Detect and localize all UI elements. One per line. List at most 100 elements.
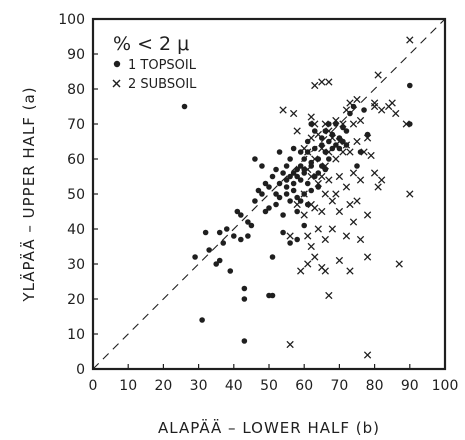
y-tick-label: 50 bbox=[67, 187, 85, 203]
topsoil-point bbox=[252, 198, 258, 204]
topsoil-point bbox=[326, 156, 332, 162]
subsoil-point bbox=[321, 235, 329, 244]
subsoil-point bbox=[363, 351, 372, 359]
subsoil-point bbox=[349, 120, 358, 128]
subsoil-point bbox=[325, 176, 333, 184]
topsoil-point bbox=[269, 292, 276, 299]
subsoil-point bbox=[353, 197, 361, 205]
x-axis-ticks: 0 10 20 30 40 50 60 70 80 90 100 bbox=[89, 364, 458, 394]
subsoil-point bbox=[311, 253, 319, 261]
topsoil-point bbox=[245, 233, 251, 239]
topsoil-point bbox=[283, 163, 290, 169]
legend-marker-subsoil bbox=[112, 79, 121, 88]
subsoil-point bbox=[328, 225, 337, 233]
subsoil-point bbox=[346, 148, 354, 156]
subsoil-point bbox=[395, 260, 403, 268]
topsoil-point bbox=[308, 187, 315, 194]
subsoil-point bbox=[342, 141, 351, 149]
subsoil-point bbox=[307, 134, 315, 142]
legend-label-subsoil: 2 SUBSOIL bbox=[128, 77, 197, 92]
topsoil-point bbox=[238, 212, 244, 218]
subsoil-point bbox=[293, 127, 301, 135]
y-tick-label: 10 bbox=[67, 327, 85, 343]
topsoil-point bbox=[287, 173, 293, 180]
topsoil-point bbox=[294, 194, 300, 201]
topsoil-point bbox=[294, 173, 300, 180]
topsoil-point bbox=[283, 184, 290, 190]
subsoil-point bbox=[392, 109, 400, 118]
topsoil-point bbox=[273, 201, 279, 208]
subsoil-point bbox=[311, 204, 319, 212]
subsoil-point bbox=[346, 200, 354, 209]
topsoil-point bbox=[283, 191, 290, 197]
subsoil-point bbox=[360, 148, 368, 156]
legend-label-topsoil: 1 TOPSOIL bbox=[128, 58, 197, 73]
topsoil-point bbox=[301, 222, 308, 229]
topsoil-point bbox=[216, 229, 223, 236]
topsoil-point bbox=[354, 163, 360, 169]
topsoil-point bbox=[266, 184, 272, 190]
topsoil-point bbox=[273, 166, 279, 173]
subsoil-point bbox=[325, 148, 333, 156]
topsoil-point bbox=[234, 208, 241, 215]
subsoil-point bbox=[406, 190, 414, 198]
subsoil-point bbox=[342, 232, 351, 240]
topsoil-point bbox=[255, 187, 262, 194]
topsoil-point bbox=[294, 236, 300, 243]
y-tick-label: 40 bbox=[67, 222, 85, 238]
topsoil-point bbox=[290, 170, 297, 176]
topsoil-point bbox=[287, 198, 293, 204]
subsoil-point bbox=[356, 116, 365, 125]
subsoil-point bbox=[300, 190, 308, 198]
topsoil-point bbox=[280, 212, 286, 218]
y-axis-ticks: 0 10 20 30 40 50 60 70 80 90 100 bbox=[58, 12, 98, 378]
subsoil-point bbox=[314, 225, 322, 233]
y-tick-label: 90 bbox=[67, 47, 85, 63]
topsoil-point bbox=[287, 156, 293, 162]
subsoil-point bbox=[304, 232, 312, 240]
topsoil-point bbox=[269, 254, 276, 260]
subsoil-point bbox=[335, 172, 344, 181]
topsoil-point bbox=[241, 296, 248, 302]
topsoil-point bbox=[304, 180, 311, 187]
subsoil-point bbox=[293, 200, 301, 209]
subsoil-point bbox=[325, 291, 333, 300]
topsoil-point bbox=[227, 268, 234, 274]
subsoil-point bbox=[304, 165, 312, 174]
topsoil-point bbox=[280, 229, 286, 236]
topsoil-point bbox=[290, 187, 297, 194]
subsoil-point bbox=[321, 162, 329, 170]
topsoil-point bbox=[343, 128, 350, 134]
x-tick-label: 40 bbox=[225, 378, 243, 394]
subsoil-point bbox=[321, 267, 329, 275]
subsoil-point bbox=[318, 144, 326, 153]
y-axis-label: YLÄPÄÄ – UPPER HALF (a) bbox=[19, 86, 38, 302]
subsoil-point bbox=[311, 155, 319, 163]
x-tick-label: 60 bbox=[295, 378, 313, 394]
legend-marker-topsoil bbox=[113, 60, 121, 68]
subsoil-point bbox=[318, 78, 326, 86]
legend: % < 2 μ 1 TOPSOIL 2 SUBSOIL bbox=[112, 33, 197, 92]
x-tick-label: 90 bbox=[401, 378, 419, 394]
y-tick-label: 80 bbox=[67, 82, 85, 98]
topsoil-point bbox=[283, 177, 290, 183]
subsoil-point bbox=[286, 340, 294, 349]
x-tick-label: 50 bbox=[260, 378, 278, 394]
x-axis-label: ALAPÄÄ – LOWER HALF (b) bbox=[158, 418, 380, 437]
subsoil-point bbox=[346, 267, 354, 275]
subsoil-point bbox=[377, 176, 386, 184]
subsoil-point bbox=[349, 169, 358, 177]
topsoil-point bbox=[297, 163, 304, 169]
x-tick-label: 80 bbox=[366, 378, 384, 394]
subsoil-point bbox=[370, 169, 379, 177]
x-tick-label: 10 bbox=[119, 378, 137, 394]
topsoil-point bbox=[252, 156, 258, 162]
topsoil-point bbox=[407, 82, 413, 89]
subsoil-point bbox=[402, 120, 410, 128]
x-tick-label: 0 bbox=[89, 378, 98, 394]
subsoil-point bbox=[325, 78, 333, 86]
topsoil-point bbox=[276, 149, 283, 155]
subsoil-point bbox=[318, 172, 326, 181]
subsoil-point bbox=[342, 183, 351, 191]
subsoil-point bbox=[286, 232, 294, 240]
